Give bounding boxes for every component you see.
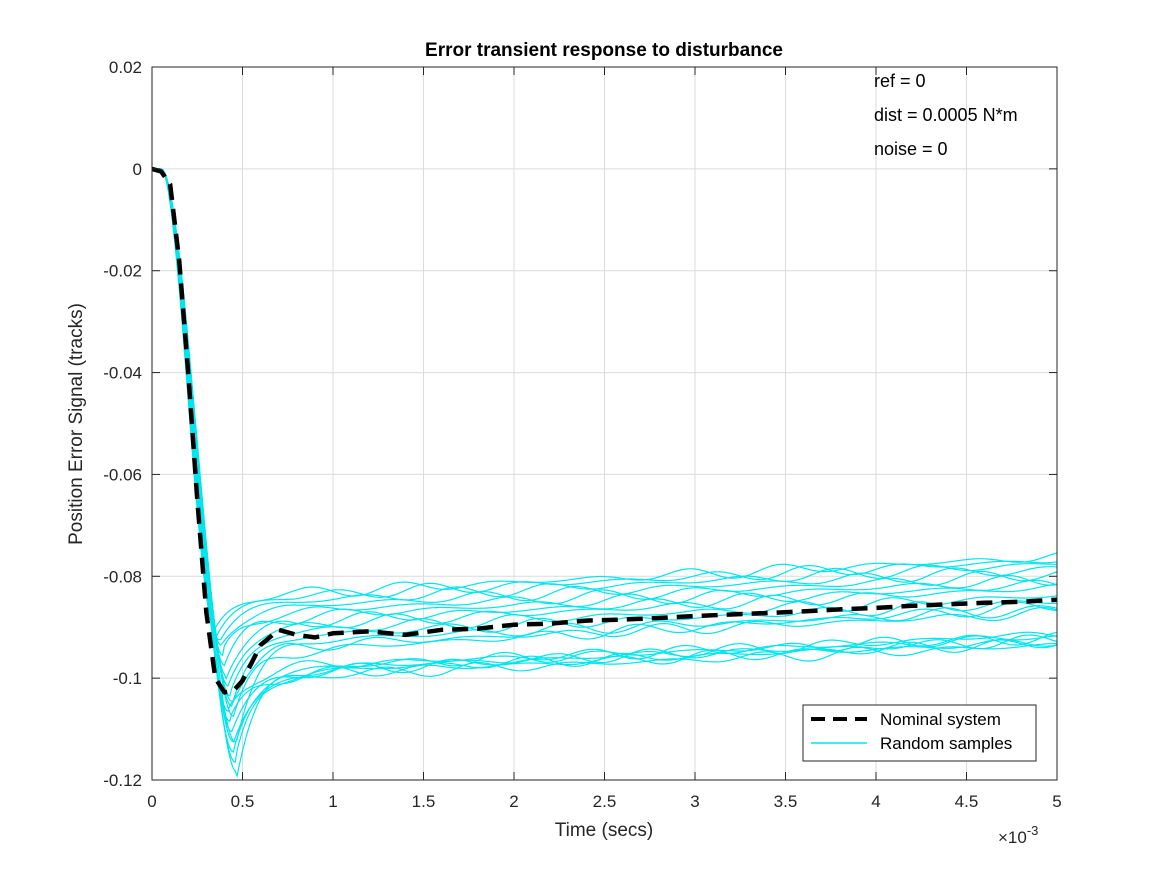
annotation-ref: ref = 0	[874, 71, 926, 91]
random-samples-series	[152, 168, 1058, 779]
random-sample-line	[152, 168, 1058, 697]
y-tick-label: -0.06	[103, 465, 142, 484]
x-tick-label: 5	[1052, 792, 1061, 811]
x-tick-label: 2.5	[593, 792, 617, 811]
x-tick-label: 1	[328, 792, 337, 811]
x-tick-label: 4	[871, 792, 880, 811]
x-exponent: ×10-3	[998, 823, 1038, 847]
random-sample-line	[152, 168, 1058, 629]
grid	[152, 67, 1057, 780]
legend-label-random: Random samples	[880, 734, 1012, 753]
y-tick-label: 0	[133, 160, 142, 179]
random-sample-line	[152, 168, 1058, 646]
random-sample-line	[152, 168, 1058, 713]
chart-title: Error transient response to disturbance	[425, 40, 783, 61]
random-sample-line	[152, 168, 1058, 667]
y-tick-label: -0.1	[113, 669, 142, 688]
nominal-system-line	[151, 166, 1058, 695]
random-sample-line	[152, 168, 1058, 753]
random-sample-line	[152, 168, 1058, 723]
y-tick-label: -0.08	[103, 567, 142, 586]
random-sample-line	[152, 168, 1058, 681]
legend-box	[802, 704, 1037, 762]
annotation-noise: noise = 0	[874, 139, 948, 159]
y-axis-label: Position Error Signal (tracks)	[66, 303, 87, 545]
annotation-dist: dist = 0.0005 N*m	[874, 105, 1018, 125]
y-tick-label: -0.12	[103, 771, 142, 790]
legend-label-nominal: Nominal system	[880, 710, 1001, 729]
x-tick-label: 3	[690, 792, 699, 811]
x-exponent-power: -3	[1027, 823, 1039, 838]
x-tick-label: 0.5	[231, 792, 255, 811]
x-tick-label: 1.5	[412, 792, 436, 811]
x-exponent-base: ×10	[998, 828, 1027, 847]
nominal-system-series	[151, 166, 1058, 695]
random-sample-line	[152, 168, 1058, 718]
random-sample-line	[152, 168, 1058, 657]
y-tick-label: 0.02	[109, 58, 142, 77]
legend: Nominal system Random samples	[802, 704, 1037, 762]
x-axis-label: Time (secs)	[555, 820, 654, 841]
x-tick-label: 2	[509, 792, 518, 811]
y-tick-label: -0.04	[103, 364, 142, 383]
random-sample-line	[152, 168, 1057, 641]
x-tick-label: 0	[147, 792, 156, 811]
random-sample-line	[152, 168, 1058, 743]
y-tick-label: -0.02	[103, 262, 142, 281]
x-tick-label: 4.5	[955, 792, 979, 811]
x-tick-label: 3.5	[774, 792, 798, 811]
axes-ticks: 0 0.5 1 1.5 2 2.5 3 3.5 4 4.5 5 0.02 0 -0.02 -0.04 -0.0…	[103, 58, 1061, 811]
